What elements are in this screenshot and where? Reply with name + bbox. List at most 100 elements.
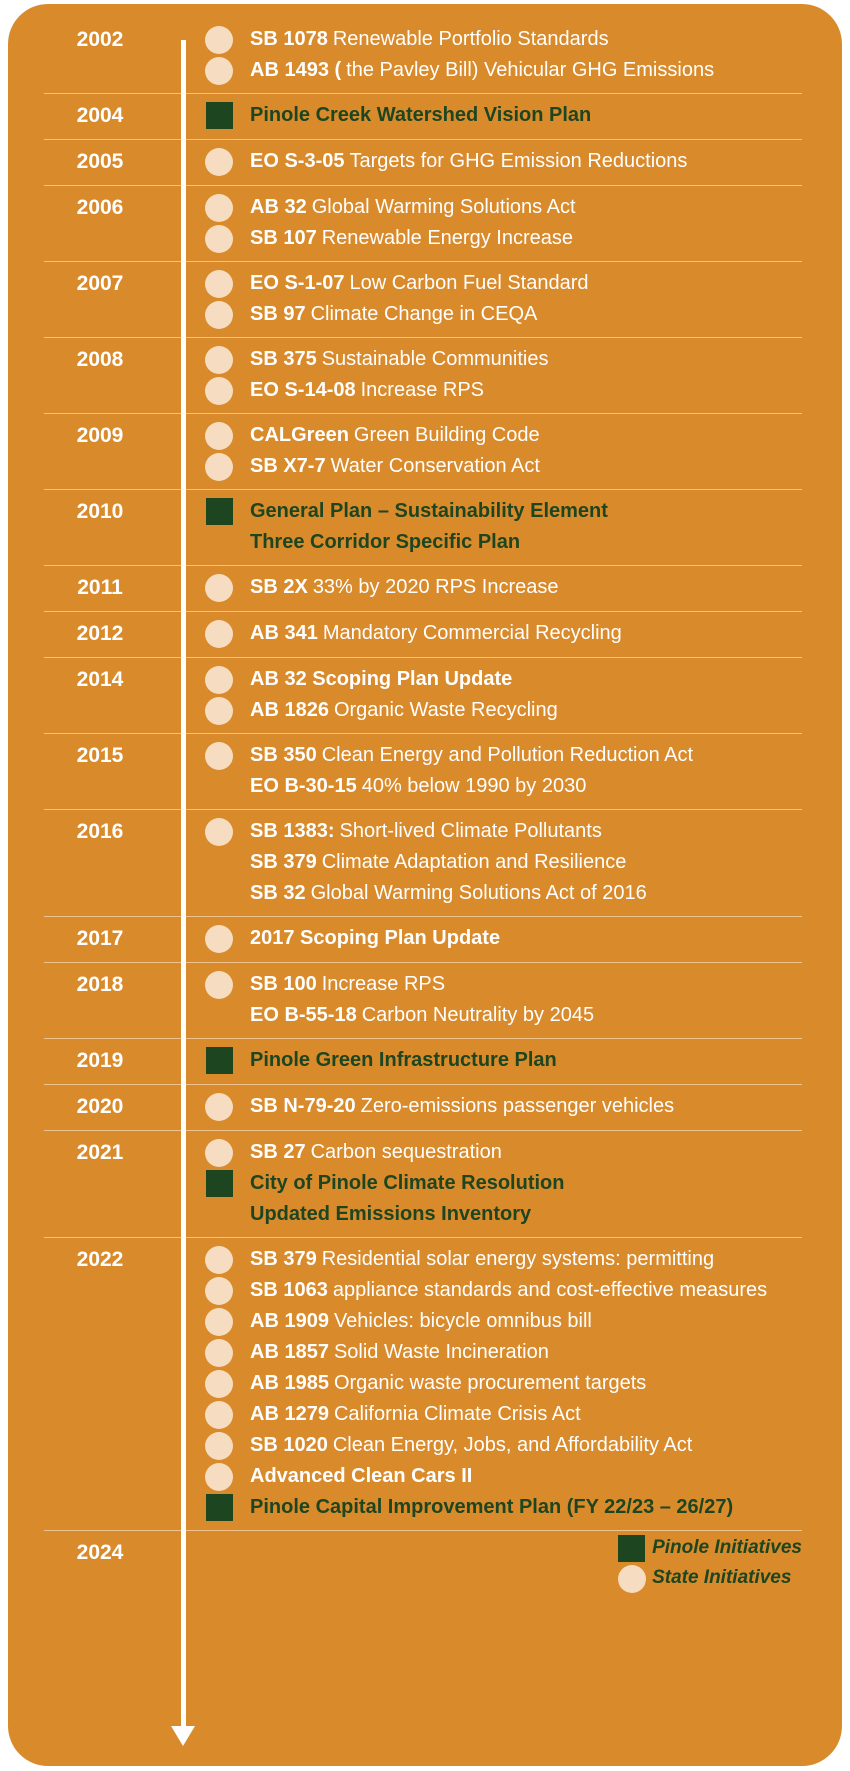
state-marker [205,57,233,85]
year-items: SB 27 Carbon sequestration City of Pinole … [205,1137,565,1230]
year-label: 2004 [76,104,124,127]
year-items: CALGreen Green Building Code SB X7-7 Water … [205,420,540,482]
initiative-text: Carbon sequestration [310,1141,502,1163]
year-row: 2018 SB 100 Increase RPS EO B-55-18 Carbon N… [44,963,802,1039]
state-marker [205,697,233,725]
year-items: SB 1383: Short-lived Climate Pollutants SB… [205,816,647,909]
year-label: 2017 [76,927,124,950]
legend: Pinole Initiatives State Initiatives [618,1533,802,1593]
initiative-code: SB 100 [250,973,317,995]
initiative: General Plan – Sustainability Element [206,496,608,527]
initiative-text: appliance standards and cost-effective m… [332,1279,768,1301]
initiative-text: California Climate Crisis Act [333,1403,581,1425]
pinole-marker [206,1494,233,1521]
initiative: Pinole Green Infrastructure Plan [206,1045,557,1076]
year-label: 2016 [76,820,124,843]
year-label: 2012 [76,622,124,645]
initiative-code: AB 1493 ( [250,59,342,81]
initiative: 2017 Scoping Plan Update [205,923,505,954]
initiative: Pinole Creek Watershed Vision Plan [206,100,591,131]
pinole-marker [206,1047,233,1074]
initiative-name: Pinole Green Infrastructure Plan [250,1049,557,1071]
initiative-code: SB 107 [250,227,317,249]
initiative: AB 32 Global Warming Solutions Act [205,192,576,223]
initiative-code: SB 27 [250,1141,306,1163]
state-marker [205,194,233,222]
year-row: 2006 AB 32 Global Warming Solutions Act SB … [44,186,802,262]
initiative: SB 1020 Clean Energy, Jobs, and Affordabi… [205,1430,767,1461]
initiative-text: Targets for GHG Emission Reductions [349,150,688,172]
year-items: Pinole Green Infrastructure Plan [206,1045,557,1077]
state-marker [205,270,233,298]
initiative-text: Clean Energy, Jobs, and Affordability Ac… [332,1434,693,1456]
initiative-text: Renewable Portfolio Standards [332,28,609,50]
initiative-text: Green Building Code [353,424,540,446]
initiative: SB N-79-20 Zero-emissions passenger vehic… [205,1091,675,1122]
pinole-marker [618,1535,646,1562]
year-row: 2017 2017 Scoping Plan Update [44,917,802,963]
state-marker [205,346,233,374]
year-items: SB N-79-20 Zero-emissions passenger vehic… [205,1091,675,1123]
initiative-text: Water Conservation Act [330,455,540,477]
initiative: AB 32 Scoping Plan Update [205,664,558,695]
initiative: SB 379 Climate Adaptation and Resilience [250,847,647,878]
initiative-text: the Pavley Bill) Vehicular GHG Emissions [346,59,715,81]
initiative-name: Three Corridor Specific Plan [250,531,521,553]
year-label: 2008 [76,348,124,371]
initiative-code: CALGreen [250,424,349,446]
initiative-code: SB 375 [250,348,317,370]
year-row: 2002 SB 1078 Renewable Portfolio Standards… [44,18,802,94]
year-items: AB 32 Scoping Plan Update AB 1826 Organic … [205,664,558,726]
initiative-code: AB 341 [250,622,318,644]
initiative-code: EO S-3-05 [250,150,345,172]
year-items: AB 341 Mandatory Commercial Recycling [205,618,622,650]
state-marker [205,225,233,253]
initiative: Pinole Capital Improvement Plan (FY 22/2… [206,1492,767,1523]
initiative-text: Low Carbon Fuel Standard [349,272,589,294]
year-label: 2011 [77,576,123,599]
year-row: 2024 Pinole Initiatives State Initiatives [44,1531,802,1614]
initiative: SB 27 Carbon sequestration [205,1137,564,1168]
initiative-code: AB 1826 [250,699,329,721]
state-marker [205,818,233,846]
legend-label: Pinole Initiatives [652,1537,802,1558]
initiative-code: Advanced Clean Cars II [250,1465,473,1487]
year-label: 2019 [76,1049,124,1072]
state-marker [205,925,233,953]
year-row: 2007 EO S-1-07 Low Carbon Fuel Standard SB … [44,262,802,338]
year-label: 2010 [76,500,124,523]
initiative: SB 100 Increase RPS [205,969,594,1000]
year-label: 2014 [76,668,124,691]
initiative: City of Pinole Climate Resolution [206,1168,565,1199]
year-items: General Plan – Sustainability Element Thr… [206,496,608,558]
initiative-code: EO S-1-07 [250,272,345,294]
initiative: SB 107 Renewable Energy Increase [205,223,576,254]
initiative: AB 1985 Organic waste procurement targets [205,1368,767,1399]
initiative-text: Climate Change in CEQA [310,303,538,325]
initiative: AB 1493 (the Pavley Bill) Vehicular GHG … [205,55,715,86]
state-marker [205,1246,233,1274]
state-marker [205,620,233,648]
year-items: SB 100 Increase RPS EO B-55-18 Carbon Neutr… [205,969,594,1031]
year-items: EO S-1-07 Low Carbon Fuel Standard SB 97 Cl… [205,268,589,330]
initiative-code: AB 1279 [250,1403,329,1425]
state-marker [205,1093,233,1121]
year-row: 2019 Pinole Green Infrastructure Plan [44,1039,802,1085]
initiative-name: City of Pinole Climate Resolution [250,1172,565,1194]
legend-entry: Pinole Initiatives [618,1533,802,1563]
initiative: SB 375 Sustainable Communities [205,344,549,375]
initiative-code: SB 1020 [250,1434,328,1456]
timeline-axis [181,40,186,1730]
initiative: SB 1078 Renewable Portfolio Standards [205,24,714,55]
initiative: SB 32 Global Warming Solutions Act of 201… [250,878,647,909]
state-marker [205,666,233,694]
initiative: SB 1063 appliance standards and cost-effe… [205,1275,768,1306]
year-items: SB 375 Sustainable Communities EO S-14-08 I… [205,344,549,406]
initiative-text: Zero-emissions passenger vehicles [360,1095,675,1117]
state-marker [618,1565,647,1593]
initiative-text: Short-lived Climate Pollutants [339,820,602,842]
year-label: 2002 [76,28,124,51]
initiative-code: SB 32 [250,882,306,904]
year-row: 2011 SB 2X 33% by 2020 RPS Increase [44,566,802,612]
initiative: AB 1857 Solid Waste Incineration [205,1337,767,1368]
